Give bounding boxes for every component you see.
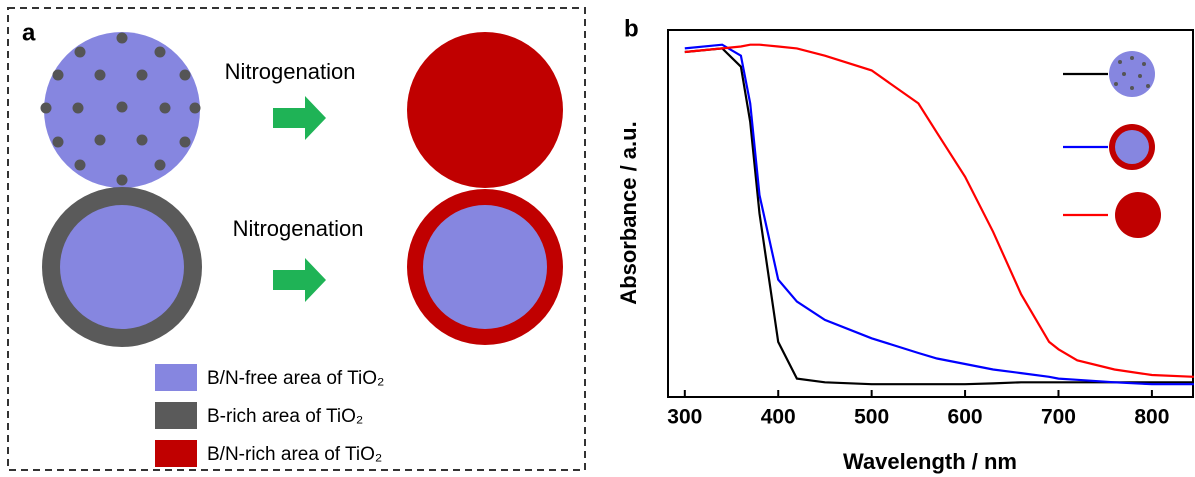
nitrided-particle [407,32,563,188]
dopant-dot [154,46,166,58]
dopant-dot [136,134,148,146]
dopant-dot [94,134,106,146]
doped-particle [40,32,201,188]
legend-label: B/N-rich area of TiO₂ [207,444,382,465]
dopant-dot [52,69,64,81]
dopant-dot [52,136,64,148]
core [423,205,547,329]
x-tick-label: 600 [948,406,983,429]
step-label: Nitrogenation [225,59,356,84]
dopant-dot [116,174,128,186]
series-line [684,43,1194,386]
series-line [684,43,1194,378]
y-axis-label: Absorbance / a.u. [616,121,641,304]
x-tick-label: 400 [761,406,796,429]
dopant-dot [189,102,201,114]
dopant-dot [40,102,52,114]
arrow [273,96,326,140]
dopant-dot [136,69,148,81]
x-tick-label: 700 [1041,406,1076,429]
panel-frame [7,7,586,471]
panel-label: a [22,19,36,46]
arrow [273,258,326,302]
plot-frame [667,29,1194,398]
dopant-dot [116,32,128,44]
dopant-dot [179,136,191,148]
legend-label: B/N-free area of TiO₂ [207,368,384,389]
series-line [684,47,1194,386]
core [60,205,184,329]
dopant-dot [159,102,171,114]
panel-label: b [624,15,639,42]
dopant-dot [72,102,84,114]
x-tick-label: 300 [667,406,702,429]
legend-label: B-rich area of TiO₂ [207,406,363,427]
legend-swatch [155,440,197,467]
x-tick-label: 500 [854,406,889,429]
dopant-dot [116,101,128,113]
step-label: Nitrogenation [233,216,364,241]
dopant-dot [74,159,86,171]
plot: 300 400 500 600 700 800 [667,43,1194,429]
legend-icons [1109,51,1161,238]
legend-swatch [155,364,197,391]
x-axis-label: Wavelength / nm [843,449,1017,474]
dopant-dot [94,69,106,81]
dopant-dot [154,159,166,171]
legend-swatch [155,402,197,429]
dopant-dot [74,46,86,58]
x-tick-label: 800 [1134,406,1169,429]
dopant-dot [179,69,191,81]
